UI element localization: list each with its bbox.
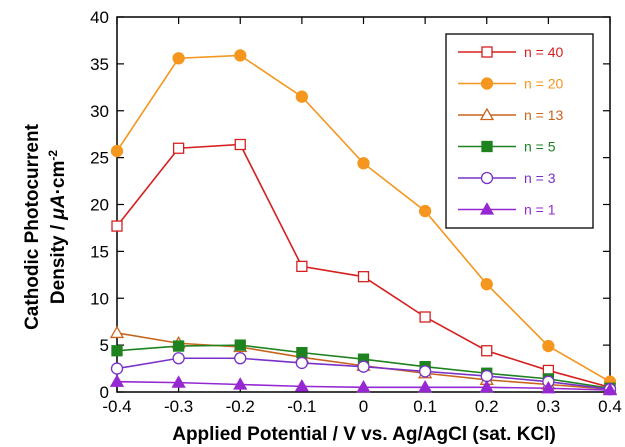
x-tick-label: -0.1 [287,397,316,416]
legend-box [445,33,594,229]
y-tick-label: 25 [90,149,109,168]
legend-marker [481,46,493,58]
data-point [109,325,125,339]
data-point [357,271,370,283]
data-point [541,380,556,394]
data-point [172,52,185,65]
y-tick-label: 40 [90,8,109,27]
data-point [356,380,371,393]
x-tick-label: 0 [359,397,368,416]
data-point [233,377,248,390]
y-tick-label: 0 [100,383,109,402]
data-point [479,380,494,393]
y-tick-label: 5 [100,336,109,355]
y-axis-title: Cathodic Photocurrent Density / μA·cm-2 [22,123,69,330]
data-point [480,369,493,383]
x-tick-label: -0.4 [102,397,131,416]
data-point [234,352,247,365]
legend-label: n = 40 [524,44,564,60]
data-point [296,346,308,359]
legend-marker [480,171,494,185]
y-tick-label: 30 [90,102,109,121]
data-point [296,260,308,273]
y-tick-label: 35 [90,55,109,74]
legend-label: n = 13 [524,107,564,123]
y-axis-title-line1: Cathodic Photocurrent [22,123,43,330]
data-point [172,142,185,154]
data-point [172,340,185,352]
legend-marker [481,140,493,153]
y-axis-title-unit-exp: -2 [46,150,60,161]
data-point [295,356,309,370]
x-tick-label: 0.4 [598,397,622,416]
legend-label: n = 3 [524,170,556,186]
data-point [295,90,309,103]
data-point [234,339,246,351]
legend-marker [479,202,495,215]
data-point [110,144,124,158]
y-tick-label: 20 [90,196,109,215]
legend-label: n = 5 [524,139,556,155]
x-tick-label: -0.3 [164,397,193,416]
legend-marker [480,77,494,90]
data-point [419,311,431,323]
data-point [418,204,432,218]
data-point [110,362,124,375]
data-point [418,380,433,393]
data-point [172,352,185,365]
data-point [357,360,370,373]
data-point [109,374,125,387]
data-point [542,339,555,353]
y-axis-title-unit-mu: μA [48,194,69,220]
x-tick-label: 0.2 [475,397,499,416]
y-tick-label: 15 [90,242,109,261]
y-axis-title-unit-rest: ·cm [48,161,69,195]
data-point [234,138,246,151]
data-point [602,382,618,396]
y-axis-title-line2: Density / μA·cm-2 [46,150,69,304]
x-axis-title: Applied Potential / V vs. Ag/AgCl (sat. … [172,424,556,445]
y-tick-label: 10 [90,289,109,308]
legend-marker [479,107,495,121]
x-tick-label: 0.1 [413,397,437,416]
x-tick-label: -0.2 [226,397,255,416]
data-point [357,157,370,170]
data-point [294,379,309,392]
x-tick-label: 0.3 [537,397,561,416]
data-point [111,345,123,357]
data-point [111,220,123,232]
legend-label: n = 1 [524,202,556,218]
data-point [234,49,247,62]
y-axis-title-prefix: Density / [48,220,69,304]
data-point [480,278,493,291]
data-point [418,365,432,378]
legend-label: n = 20 [524,76,564,92]
data-point [171,375,186,388]
data-point [481,345,493,357]
